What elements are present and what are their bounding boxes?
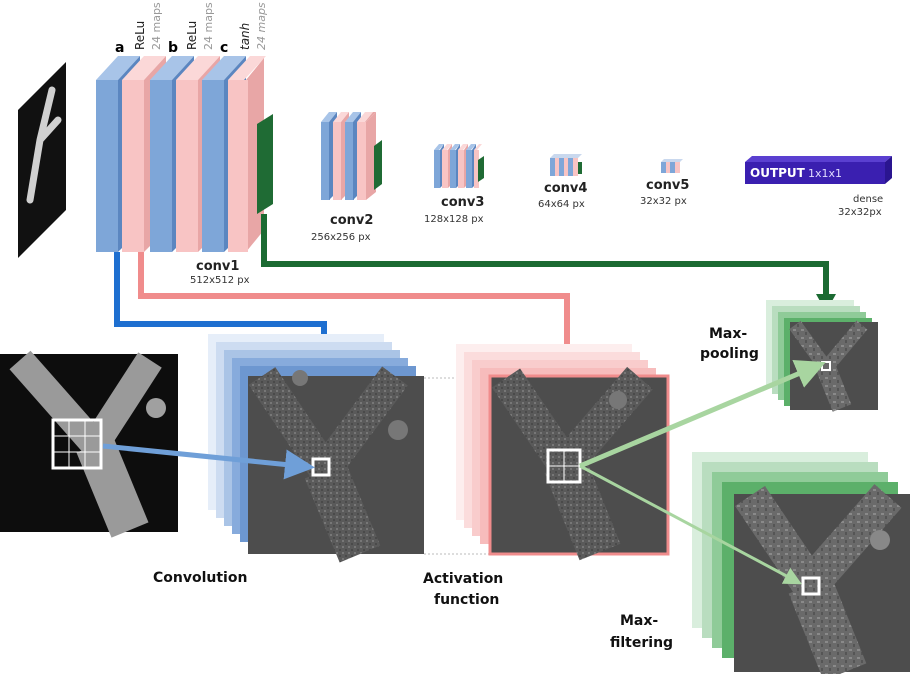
conv3-size: 128x128 px (424, 214, 484, 225)
maxpool-arrow (579, 360, 826, 469)
layer-b-letter: b (168, 40, 178, 56)
conv2-label: conv2 (330, 213, 373, 228)
layer-a-maps: 24 maps (150, 2, 163, 50)
conv-arrow (102, 443, 315, 480)
conv1-block (96, 56, 273, 252)
layer-c-activation: tanh (238, 23, 252, 50)
output-size: 32x32px (838, 207, 882, 218)
activation-label-line1: Activation (423, 571, 503, 587)
layer-a-letter: a (115, 40, 124, 56)
conv4-label: conv4 (544, 181, 587, 196)
green-connector-arrow (261, 214, 829, 300)
output-label: OUTPUT (750, 166, 806, 180)
activation-label-line2: function (434, 592, 499, 608)
conv5-block (661, 159, 683, 173)
output-block (745, 156, 892, 184)
conv4-size: 64x64 px (538, 199, 585, 210)
conv5-label: conv5 (646, 178, 689, 193)
layer-c-letter: c (220, 40, 228, 56)
conv4-block (550, 154, 582, 176)
conv2-size: 256x256 px (311, 232, 371, 243)
input-image (18, 62, 66, 258)
layer-a-activation: ReLu (133, 21, 147, 50)
conv3-block (434, 144, 484, 188)
maxfilter-label-line1: Max- (620, 613, 658, 629)
conv2-block (321, 112, 382, 200)
convolution-maps-stack (208, 334, 424, 563)
conv5-size: 32x32 px (640, 196, 687, 207)
activation-maps-stack (456, 344, 670, 561)
maxpool-label-line2: pooling (700, 346, 759, 362)
maxpooling-maps-stack (766, 300, 878, 412)
output-type: dense (853, 194, 883, 205)
output-dims: 1x1x1 (808, 167, 842, 180)
maxfiltering-maps-stack (692, 452, 910, 674)
maxfilter-label-line2: filtering (610, 635, 673, 651)
pink-connector-arrow (138, 252, 570, 352)
layer-b-activation: ReLu (185, 21, 199, 50)
conv3-label: conv3 (441, 195, 484, 210)
conv1-label: conv1 (196, 259, 239, 274)
layer-c-maps: 24 maps (255, 2, 268, 50)
conv1-size: 512x512 px (190, 275, 250, 286)
convolution-label: Convolution (153, 570, 247, 586)
input-crop-image (0, 350, 178, 538)
layer-b-maps: 24 maps (202, 2, 215, 50)
maxfilter-arrow (579, 464, 802, 585)
maxpool-label-line1: Max- (709, 326, 747, 342)
